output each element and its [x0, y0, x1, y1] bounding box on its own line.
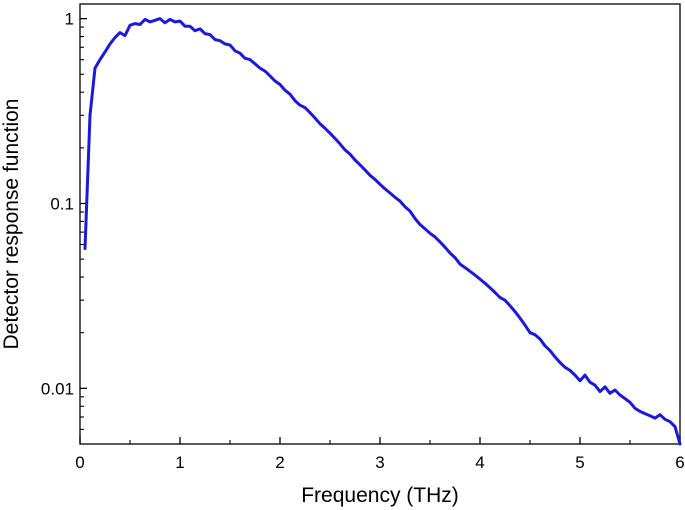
x-axis-title: Frequency (THz) — [301, 484, 459, 507]
x-tick-label: 2 — [275, 453, 284, 472]
y-axis-title: Detector response function — [0, 99, 23, 350]
x-axis-ticks: 0 1 2 3 4 5 6 — [75, 437, 685, 472]
plot-frame — [79, 3, 681, 445]
x-tick-label: 0 — [75, 453, 84, 472]
x-tick-label: 6 — [675, 453, 684, 472]
x-tick-label: 4 — [475, 453, 484, 472]
x-tick-label: 1 — [175, 453, 184, 472]
x-tick-label: 5 — [575, 453, 584, 472]
y-tick-label: 1 — [65, 10, 74, 29]
x-tick-label: 3 — [375, 453, 384, 472]
y-tick-label: 0.1 — [50, 194, 74, 213]
series-line — [83, 17, 682, 446]
y-axis-ticks: 0.01 0.1 1 — [41, 10, 87, 430]
y-tick-label: 0.01 — [41, 379, 74, 398]
